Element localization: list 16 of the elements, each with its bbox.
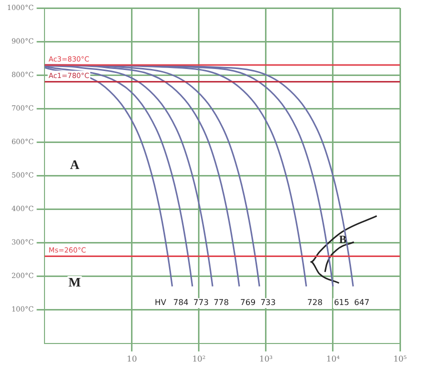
annotation: 778 — [214, 298, 229, 308]
annotation: 733 — [260, 298, 276, 308]
annotation: 784 — [173, 298, 189, 308]
x-tick-label: 10² — [192, 354, 206, 364]
annotation: 769 — [240, 298, 256, 308]
x-tick-label: 10⁵ — [393, 354, 407, 364]
annotation: 615 — [334, 298, 350, 308]
x-tick-label: 10³ — [259, 354, 273, 364]
annotation: A — [70, 156, 80, 172]
x-tick-label: 10⁴ — [326, 354, 340, 364]
annotation: 728 — [307, 298, 323, 308]
annotation: M — [68, 274, 81, 290]
annotation: 773 — [193, 298, 209, 308]
annotation: 647 — [354, 298, 370, 308]
annotation: HV — [154, 298, 167, 308]
x-tick-label: 10 — [126, 354, 137, 364]
